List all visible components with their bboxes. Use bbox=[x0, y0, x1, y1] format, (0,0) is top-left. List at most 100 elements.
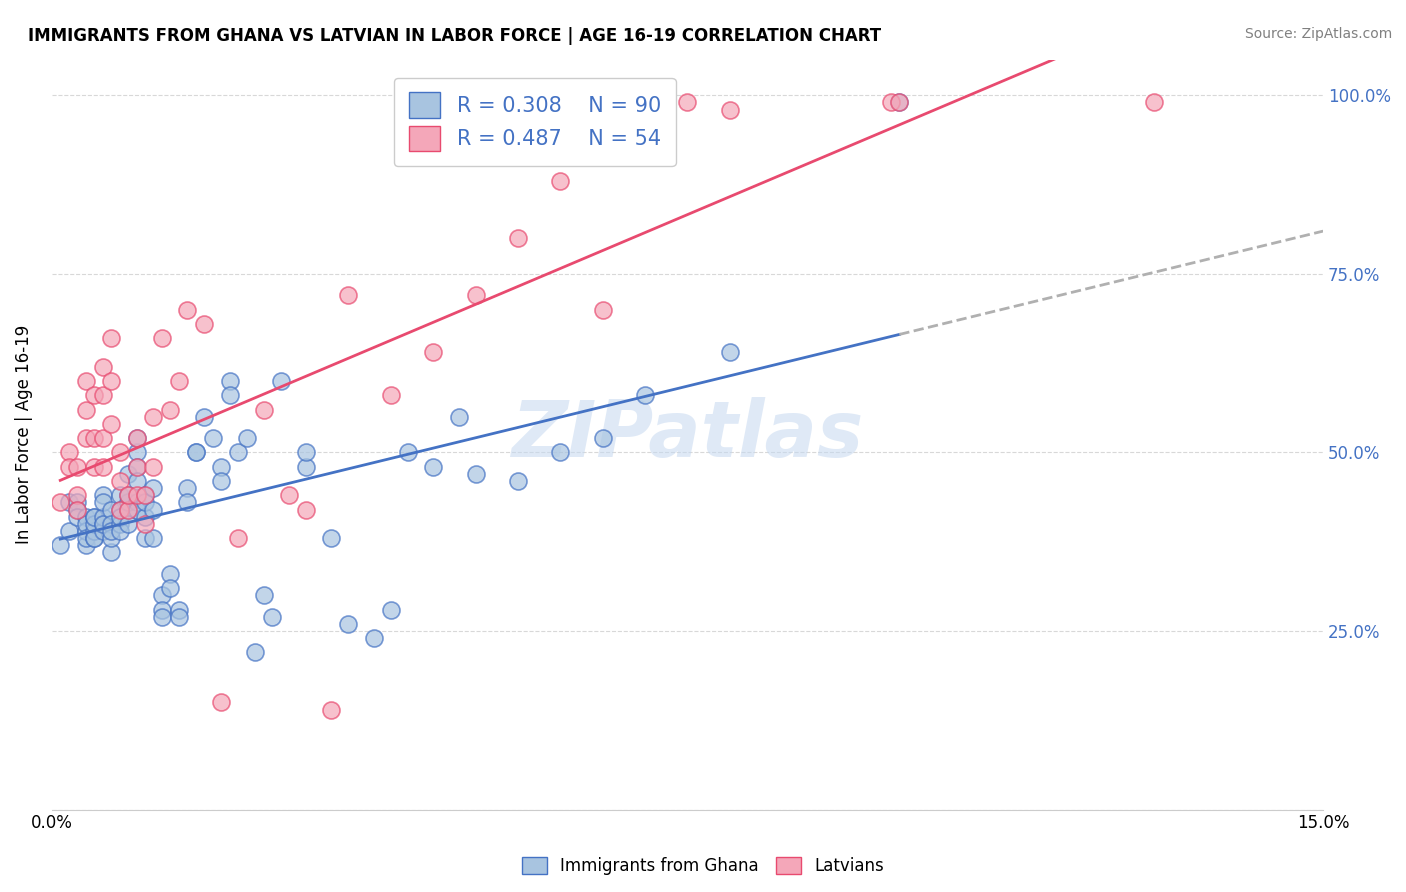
Point bbox=[125, 488, 148, 502]
Point bbox=[634, 95, 657, 110]
Point bbox=[58, 495, 80, 509]
Point bbox=[100, 516, 122, 531]
Point bbox=[235, 431, 257, 445]
Point bbox=[176, 302, 198, 317]
Point bbox=[91, 388, 114, 402]
Point bbox=[125, 474, 148, 488]
Point bbox=[83, 531, 105, 545]
Point bbox=[253, 588, 276, 602]
Point bbox=[1142, 95, 1164, 110]
Point bbox=[83, 509, 105, 524]
Point bbox=[83, 524, 105, 538]
Point bbox=[150, 588, 173, 602]
Point bbox=[184, 445, 207, 459]
Point bbox=[117, 467, 139, 481]
Point bbox=[270, 374, 292, 388]
Point bbox=[209, 695, 232, 709]
Point bbox=[75, 516, 97, 531]
Point bbox=[108, 524, 131, 538]
Point bbox=[49, 538, 72, 552]
Point bbox=[58, 524, 80, 538]
Point bbox=[592, 431, 614, 445]
Point bbox=[100, 502, 122, 516]
Point bbox=[75, 402, 97, 417]
Point bbox=[75, 509, 97, 524]
Point bbox=[295, 445, 318, 459]
Text: Source: ZipAtlas.com: Source: ZipAtlas.com bbox=[1244, 27, 1392, 41]
Point bbox=[422, 459, 444, 474]
Point bbox=[176, 495, 198, 509]
Point bbox=[201, 431, 224, 445]
Point bbox=[125, 495, 148, 509]
Point bbox=[295, 459, 318, 474]
Point bbox=[253, 402, 276, 417]
Point bbox=[58, 445, 80, 459]
Point bbox=[150, 602, 173, 616]
Point bbox=[142, 409, 165, 424]
Legend: Immigrants from Ghana, Latvians: Immigrants from Ghana, Latvians bbox=[513, 849, 893, 884]
Point bbox=[226, 445, 249, 459]
Point bbox=[159, 566, 181, 581]
Point bbox=[506, 474, 529, 488]
Point bbox=[91, 516, 114, 531]
Point bbox=[66, 502, 89, 516]
Point bbox=[243, 645, 266, 659]
Point bbox=[125, 459, 148, 474]
Point bbox=[142, 502, 165, 516]
Point bbox=[125, 502, 148, 516]
Point bbox=[396, 445, 419, 459]
Point bbox=[134, 531, 156, 545]
Point bbox=[209, 459, 232, 474]
Point bbox=[209, 474, 232, 488]
Point bbox=[134, 509, 156, 524]
Point bbox=[66, 459, 89, 474]
Point bbox=[159, 402, 181, 417]
Point bbox=[550, 174, 572, 188]
Point bbox=[634, 388, 657, 402]
Point bbox=[100, 374, 122, 388]
Point bbox=[193, 317, 215, 331]
Point bbox=[184, 445, 207, 459]
Point bbox=[108, 474, 131, 488]
Point bbox=[380, 602, 402, 616]
Point bbox=[58, 459, 80, 474]
Point bbox=[108, 488, 131, 502]
Point bbox=[464, 288, 486, 302]
Point bbox=[91, 495, 114, 509]
Point bbox=[75, 531, 97, 545]
Point bbox=[176, 481, 198, 495]
Point bbox=[464, 467, 486, 481]
Point bbox=[125, 431, 148, 445]
Point bbox=[218, 374, 240, 388]
Point bbox=[83, 388, 105, 402]
Point bbox=[447, 409, 470, 424]
Point bbox=[363, 631, 385, 645]
Point bbox=[117, 495, 139, 509]
Legend: R = 0.308    N = 90, R = 0.487    N = 54: R = 0.308 N = 90, R = 0.487 N = 54 bbox=[394, 78, 675, 166]
Point bbox=[100, 531, 122, 545]
Point bbox=[83, 516, 105, 531]
Text: ZIPatlas: ZIPatlas bbox=[512, 397, 863, 473]
Point bbox=[75, 431, 97, 445]
Point bbox=[718, 345, 741, 359]
Point bbox=[66, 488, 89, 502]
Point bbox=[91, 359, 114, 374]
Point bbox=[159, 581, 181, 595]
Point bbox=[108, 502, 131, 516]
Point bbox=[66, 495, 89, 509]
Point bbox=[321, 702, 343, 716]
Point bbox=[380, 388, 402, 402]
Point bbox=[83, 431, 105, 445]
Point bbox=[91, 459, 114, 474]
Point bbox=[167, 609, 190, 624]
Point bbox=[134, 488, 156, 502]
Point bbox=[718, 103, 741, 117]
Point bbox=[91, 516, 114, 531]
Point bbox=[108, 509, 131, 524]
Point bbox=[100, 331, 122, 345]
Point bbox=[422, 345, 444, 359]
Point bbox=[550, 445, 572, 459]
Point bbox=[142, 481, 165, 495]
Point bbox=[337, 288, 360, 302]
Point bbox=[226, 531, 249, 545]
